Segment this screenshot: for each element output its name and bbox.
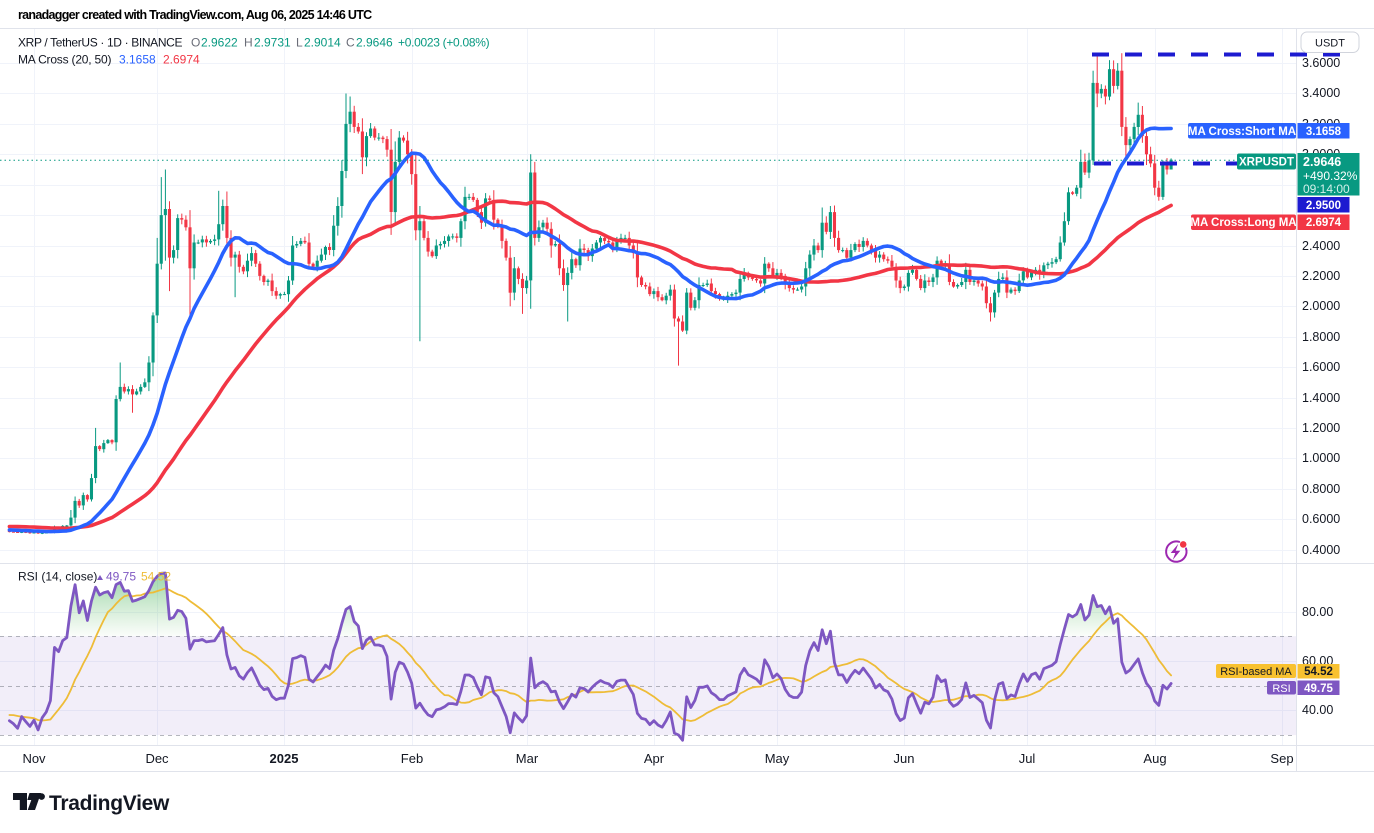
svg-text:Dec: Dec (145, 751, 169, 766)
svg-text:USDT: USDT (1315, 38, 1345, 50)
svg-text:2.4000: 2.4000 (1302, 239, 1340, 253)
svg-text:Jul: Jul (1019, 751, 1036, 766)
svg-text:Mar: Mar (516, 751, 539, 766)
svg-text:2.9014: 2.9014 (304, 36, 341, 50)
svg-text:2.9646: 2.9646 (356, 36, 393, 50)
svg-text:1.4000: 1.4000 (1302, 391, 1340, 405)
svg-text:C: C (346, 36, 355, 50)
svg-text:May: May (765, 751, 790, 766)
svg-text:2.9646: 2.9646 (1303, 155, 1341, 169)
svg-text:RSI-based MA: RSI-based MA (1220, 666, 1292, 678)
svg-text:2.9622: 2.9622 (201, 36, 238, 50)
svg-text:3.1658: 3.1658 (1306, 126, 1342, 138)
svg-text:54.52: 54.52 (1304, 666, 1333, 678)
svg-text:80.00: 80.00 (1302, 605, 1333, 619)
svg-text:XRP / TetherUS · 1D · BINANCE: XRP / TetherUS · 1D · BINANCE (18, 36, 182, 50)
svg-text:0.4000: 0.4000 (1302, 543, 1340, 557)
svg-text:2.0000: 2.0000 (1302, 299, 1340, 313)
svg-text:MA Cross:Long MA: MA Cross:Long MA (1190, 217, 1296, 229)
svg-text:2.9731: 2.9731 (254, 36, 291, 50)
svg-text:2.2000: 2.2000 (1302, 269, 1340, 283)
svg-text:54.52: 54.52 (141, 570, 171, 584)
svg-text:L: L (296, 36, 303, 50)
svg-text:Feb: Feb (401, 751, 423, 766)
svg-text:Nov: Nov (22, 751, 46, 766)
svg-text:1.0000: 1.0000 (1302, 451, 1340, 465)
svg-text:49.75: 49.75 (106, 570, 136, 584)
svg-text:O: O (191, 36, 200, 50)
svg-text:XRPUSDT: XRPUSDT (1239, 157, 1294, 169)
svg-text:1.2000: 1.2000 (1302, 421, 1340, 435)
svg-text:40.00: 40.00 (1302, 703, 1333, 717)
svg-text:2.9500: 2.9500 (1306, 200, 1341, 212)
svg-text:0.6000: 0.6000 (1302, 512, 1340, 526)
svg-text:RSI (14, close): RSI (14, close) (18, 570, 97, 584)
svg-text:TradingView: TradingView (49, 792, 170, 815)
svg-text:Sep: Sep (1270, 751, 1293, 766)
svg-text:Aug: Aug (1143, 751, 1166, 766)
svg-text:MA Cross (20, 50): MA Cross (20, 50) (18, 53, 112, 67)
svg-text:3.1658: 3.1658 (119, 53, 156, 67)
svg-text:+490.32%: +490.32% (1303, 169, 1358, 183)
svg-text:2.6974: 2.6974 (1306, 217, 1342, 229)
svg-text:09:14:00: 09:14:00 (1303, 182, 1350, 196)
svg-text:1.6000: 1.6000 (1302, 360, 1340, 374)
svg-text:49.75: 49.75 (1304, 683, 1333, 695)
svg-text:H: H (244, 36, 253, 50)
svg-text:Apr: Apr (644, 751, 665, 766)
svg-text:ranadagger created with Tradin: ranadagger created with TradingView.com,… (18, 8, 372, 22)
svg-text:RSI: RSI (1272, 683, 1290, 695)
svg-text:Jun: Jun (894, 751, 915, 766)
svg-text:3.4000: 3.4000 (1302, 86, 1340, 100)
svg-text:MA Cross:Short MA: MA Cross:Short MA (1188, 126, 1296, 138)
svg-text:3.6000: 3.6000 (1302, 56, 1340, 70)
svg-text:1.8000: 1.8000 (1302, 330, 1340, 344)
svg-text:2.6974: 2.6974 (163, 53, 200, 67)
svg-text:+0.0023 (+0.08%): +0.0023 (+0.08%) (398, 36, 490, 50)
svg-text:0.8000: 0.8000 (1302, 482, 1340, 496)
svg-text:2025: 2025 (270, 751, 299, 766)
